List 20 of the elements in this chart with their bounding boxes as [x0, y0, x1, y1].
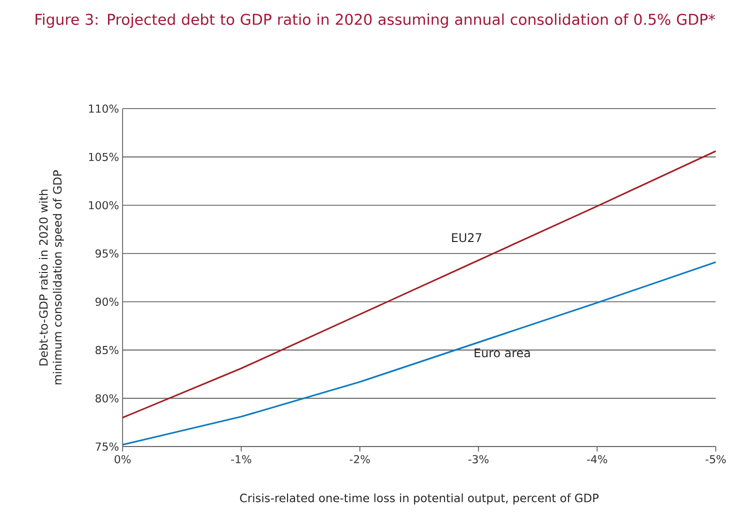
y-axis-title: Debt-to-GDP ratio in 2020 with minimum consolidation speed of GDP — [38, 170, 64, 384]
x-axis-title: Crisis-related one-time loss in potential output, percent of GDP — [240, 493, 599, 504]
series-label: EU27 — [452, 232, 482, 242]
y-tick-label: 95% — [96, 249, 118, 258]
y-tick-label: 105% — [89, 152, 118, 161]
y-tick-label: 85% — [96, 346, 118, 354]
x-tick-label: -2% — [350, 454, 370, 464]
chart-title: Figure 3: Projected debt to GDP ratio in 2020 assuming annual consolidation of 0.5% GDP* — [36, 13, 716, 28]
x-tick-label: -4% — [587, 454, 608, 464]
series-label: Euro area — [474, 348, 530, 358]
x-tick-label: -5% — [706, 454, 726, 464]
y-tick-label: 110% — [89, 104, 118, 113]
x-tick-label: -3% — [468, 454, 489, 464]
x-tick-label: 0% — [114, 454, 131, 464]
y-tick-label: 80% — [96, 394, 118, 402]
y-tick-label: 75% — [96, 442, 118, 451]
line-series — [122, 150, 717, 418]
y-tick-label: 90% — [96, 297, 118, 306]
x-tick-label: -1% — [231, 454, 252, 464]
y-tick-label: 100% — [89, 200, 118, 210]
